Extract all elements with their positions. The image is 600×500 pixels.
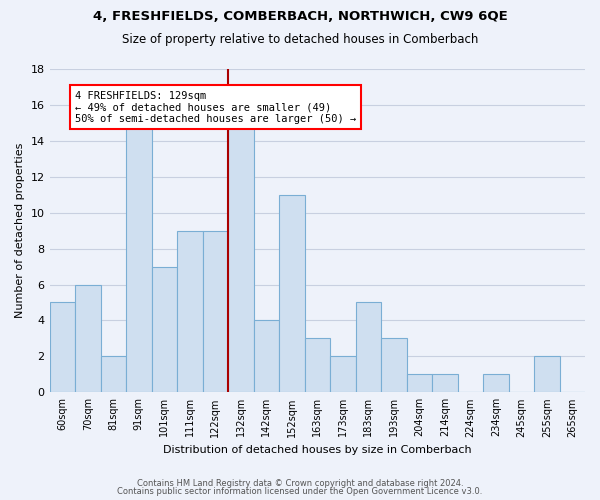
Bar — [356, 302, 381, 392]
Text: 4, FRESHFIELDS, COMBERBACH, NORTHWICH, CW9 6QE: 4, FRESHFIELDS, COMBERBACH, NORTHWICH, C… — [92, 10, 508, 23]
Bar — [534, 356, 560, 392]
Text: Contains HM Land Registry data © Crown copyright and database right 2024.: Contains HM Land Registry data © Crown c… — [137, 478, 463, 488]
Bar — [432, 374, 458, 392]
Y-axis label: Number of detached properties: Number of detached properties — [15, 143, 25, 318]
X-axis label: Distribution of detached houses by size in Comberbach: Distribution of detached houses by size … — [163, 445, 472, 455]
Bar — [177, 230, 203, 392]
Bar — [279, 194, 305, 392]
Bar — [407, 374, 432, 392]
Bar — [483, 374, 509, 392]
Bar — [330, 356, 356, 392]
Bar — [381, 338, 407, 392]
Bar — [126, 123, 152, 392]
Bar — [75, 284, 101, 393]
Bar — [228, 123, 254, 392]
Text: Contains public sector information licensed under the Open Government Licence v3: Contains public sector information licen… — [118, 487, 482, 496]
Bar — [305, 338, 330, 392]
Text: 4 FRESHFIELDS: 129sqm
← 49% of detached houses are smaller (49)
50% of semi-deta: 4 FRESHFIELDS: 129sqm ← 49% of detached … — [75, 90, 356, 124]
Bar — [254, 320, 279, 392]
Bar — [101, 356, 126, 392]
Text: Size of property relative to detached houses in Comberbach: Size of property relative to detached ho… — [122, 32, 478, 46]
Bar — [203, 230, 228, 392]
Bar — [152, 266, 177, 392]
Bar — [50, 302, 75, 392]
